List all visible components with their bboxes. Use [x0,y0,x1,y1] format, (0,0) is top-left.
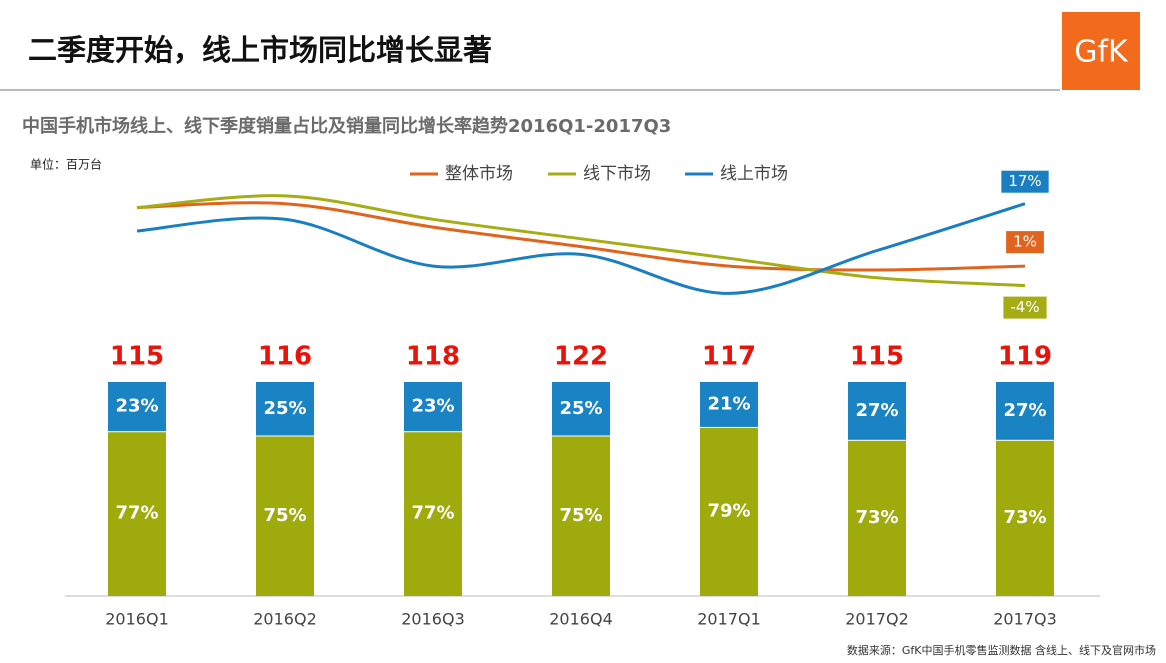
label-box [1006,231,1044,254]
total-label: 118 [406,342,460,372]
line-value-label: 1% [1013,233,1037,251]
x-tick-label: 2016Q3 [401,610,465,629]
x-tick-label: 2017Q1 [697,610,761,629]
online-bar [404,382,462,432]
offline-bar [700,427,758,596]
total-label: 119 [998,342,1052,372]
online-label: 23% [115,396,158,417]
legend-label: 线上市场 [720,164,788,184]
online-bar [996,382,1054,440]
offline-label: 75% [559,505,602,526]
x-tick-label: 2016Q2 [253,610,317,629]
chart-title: 中国手机市场线上、线下季度销量占比及销量同比增长率趋势2016Q1-2017Q3 [22,115,671,137]
label-box [1001,170,1049,193]
online-label: 23% [411,396,454,417]
x-tick-label: 2017Q3 [993,610,1057,629]
legend-label: 线下市场 [583,164,651,184]
online-label: 25% [559,398,602,419]
source: 数据来源：GfK中国手机零售监测数据 含线上、线下及官网市场 [847,643,1156,657]
online-bar [848,382,906,440]
total-label: 115 [850,342,904,372]
offline-label: 79% [707,500,750,521]
offline-label: 77% [411,503,454,524]
offline-label: 77% [115,503,158,524]
line [136,194,1026,288]
online-label: 27% [1003,400,1046,421]
offline-bar [848,440,906,596]
total-label: 116 [258,342,312,372]
unit: 单位：百万台 [30,157,102,172]
legend-label: 整体市场 [445,164,513,184]
offline-bar [552,436,610,596]
logo-box [1062,12,1140,90]
x-tick-label: 2016Q4 [549,610,613,629]
online-bar [700,382,758,427]
logo: GfK [1074,35,1129,70]
slide-title: 二季度开始，线上市场同比增长显著 [28,33,492,67]
offline-bar [404,432,462,596]
online-bar [108,382,166,432]
total-label: 122 [554,342,608,372]
line-value-label: -4% [1010,298,1039,316]
online-label: 21% [707,393,750,414]
offline-bar [256,436,314,596]
online-label: 27% [855,400,898,421]
line-value-label: 17% [1008,172,1041,190]
offline-label: 73% [1003,507,1046,528]
offline-bar [996,440,1054,596]
label-box [1003,296,1047,319]
online-bar [552,382,610,436]
x-tick-label: 2017Q2 [845,610,909,629]
online-label: 25% [263,398,306,419]
offline-bar [108,432,166,596]
online-bar [256,382,314,436]
line [136,202,1026,295]
total-label: 117 [702,342,756,372]
offline-label: 73% [855,507,898,528]
offline-label: 75% [263,505,306,526]
total-label: 115 [110,342,164,372]
x-tick-label: 2016Q1 [105,610,169,629]
line [136,201,1026,272]
